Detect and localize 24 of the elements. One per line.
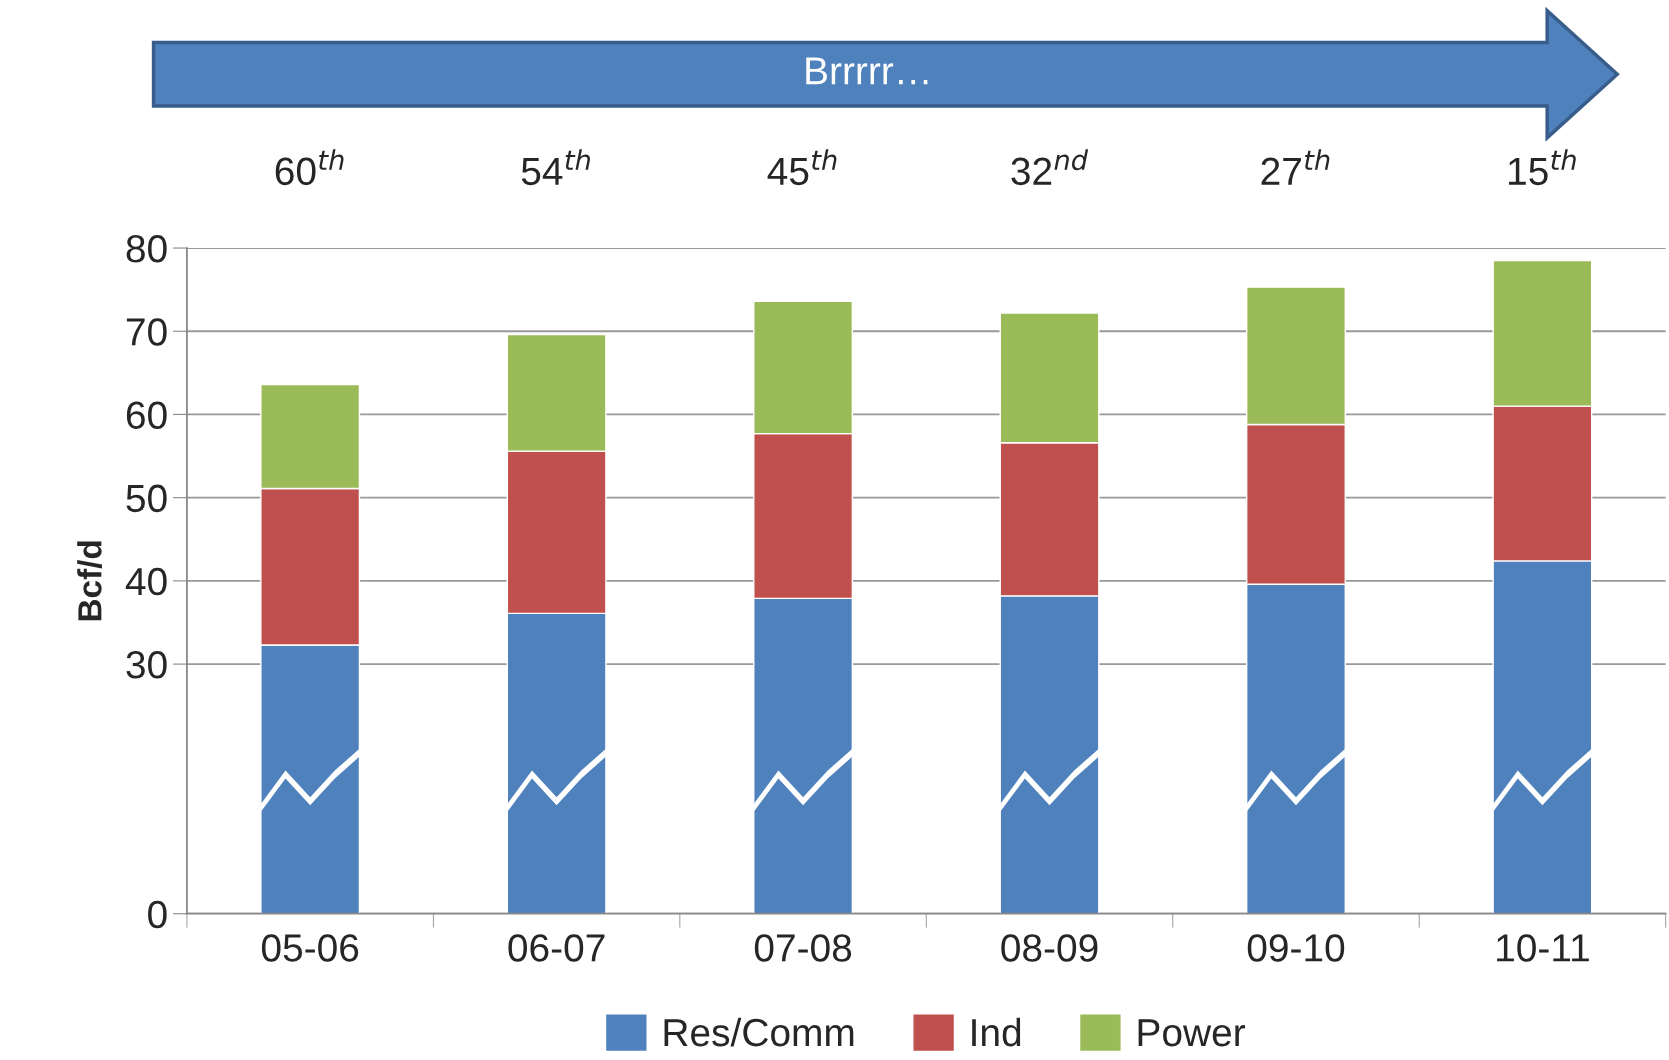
legend-label: Ind — [972, 1017, 1021, 1047]
text: 27$^{th}$ — [1261, 149, 1330, 185]
y-tick-label: 70 — [126, 318, 167, 346]
x-tick-label: 10-11 — [1497, 934, 1589, 962]
text: 15$^{th}$ — [1509, 149, 1576, 186]
y-axis-title: Bcf/d — [77, 541, 103, 621]
y-tick-label: 40 — [125, 567, 167, 596]
legend-label: Res/Comm — [664, 1017, 854, 1047]
text: 60$^{th}$ — [275, 149, 344, 186]
x-tick-label: 05-06 — [261, 934, 359, 962]
x-tick-label: 08-09 — [1001, 934, 1098, 962]
y-tick-label: 50 — [126, 484, 167, 513]
x-tick-label: 09-10 — [1247, 934, 1345, 962]
x-tick-label: 07-08 — [754, 934, 852, 962]
text: Brrrrr… — [806, 57, 928, 85]
text: 54$^{th}$ — [521, 149, 590, 186]
y-tick-label: 80 — [126, 234, 167, 263]
text: 32$^{nd}$ — [1011, 149, 1089, 186]
x-tick-label: 06-07 — [508, 934, 605, 962]
y-tick-label: 0 — [148, 900, 167, 929]
text: 45$^{th}$ — [767, 149, 837, 186]
y-tick-label: 60 — [126, 401, 167, 429]
y-tick-label: 30 — [126, 651, 167, 679]
legend-label: Power — [1138, 1019, 1246, 1047]
